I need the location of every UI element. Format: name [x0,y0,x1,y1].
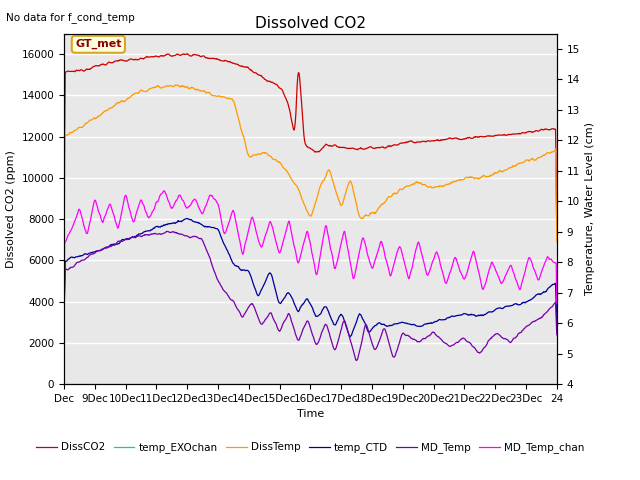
DissTemp [172,82,179,88]
temp_CTD [346,334,354,340]
Text: No data for f_cond_temp: No data for f_cond_temp [6,12,135,23]
temp_CTD [553,320,561,326]
MD_Temp_chan [161,188,168,194]
Title: Dissolved CO2: Dissolved CO2 [255,16,366,31]
DissCO2 [90,63,98,69]
MD_Temp [553,332,561,338]
Y-axis label: Temperature, Water Level (cm): Temperature, Water Level (cm) [586,122,595,295]
temp_EXOchan [346,381,354,386]
MD_Temp_chan [90,199,98,204]
temp_EXOchan [553,381,561,386]
DissTemp [60,233,68,239]
temp_EXOchan [60,381,68,386]
MD_Temp [347,339,355,345]
MD_Temp_chan [360,236,367,242]
Line: MD_Temp_chan: MD_Temp_chan [64,191,557,303]
MD_Temp [360,326,368,332]
Line: DissTemp: DissTemp [64,85,557,242]
DissCO2 [347,145,355,151]
MD_Temp [353,358,360,363]
MD_Temp_chan [485,267,493,273]
temp_CTD [183,216,191,221]
Line: DissCO2: DissCO2 [64,54,557,231]
DissCO2 [435,137,442,143]
MD_Temp [163,228,171,234]
DissTemp [435,184,442,190]
DissCO2 [553,228,561,234]
DissCO2 [374,144,382,150]
DissTemp [360,214,367,220]
X-axis label: Time: Time [297,409,324,419]
temp_EXOchan [90,381,98,386]
temp_CTD [348,333,355,338]
MD_Temp_chan [435,253,442,259]
DissCO2 [60,194,68,200]
MD_Temp [375,338,383,344]
temp_CTD [90,249,98,255]
Line: temp_CTD: temp_CTD [64,218,557,337]
MD_Temp [60,312,68,318]
temp_CTD [435,317,443,323]
temp_CTD [375,320,383,325]
DissCO2 [485,133,493,139]
DissTemp [485,174,493,180]
temp_CTD [360,319,368,325]
temp_CTD [486,309,493,315]
temp_EXOchan [359,381,367,386]
DissTemp [374,205,382,211]
temp_CTD [60,307,68,312]
MD_Temp_chan [60,288,68,293]
temp_EXOchan [434,381,442,386]
DissCO2 [360,146,367,152]
temp_EXOchan [484,381,492,386]
Y-axis label: Dissolved CO2 (ppm): Dissolved CO2 (ppm) [6,150,16,268]
DissTemp [347,179,355,185]
MD_Temp [90,251,98,256]
temp_EXOchan [374,381,382,386]
DissCO2 [184,51,191,57]
DissTemp [90,115,98,120]
MD_Temp [435,335,443,340]
MD_Temp [486,337,493,343]
Line: MD_Temp: MD_Temp [64,231,557,360]
MD_Temp_chan [553,300,561,306]
MD_Temp_chan [374,246,382,252]
Legend: DissCO2, temp_EXOchan, DissTemp, temp_CTD, MD_Temp, MD_Temp_chan: DissCO2, temp_EXOchan, DissTemp, temp_CT… [32,438,589,457]
DissTemp [553,239,561,245]
Text: GT_met: GT_met [75,39,122,49]
MD_Temp_chan [347,262,355,268]
